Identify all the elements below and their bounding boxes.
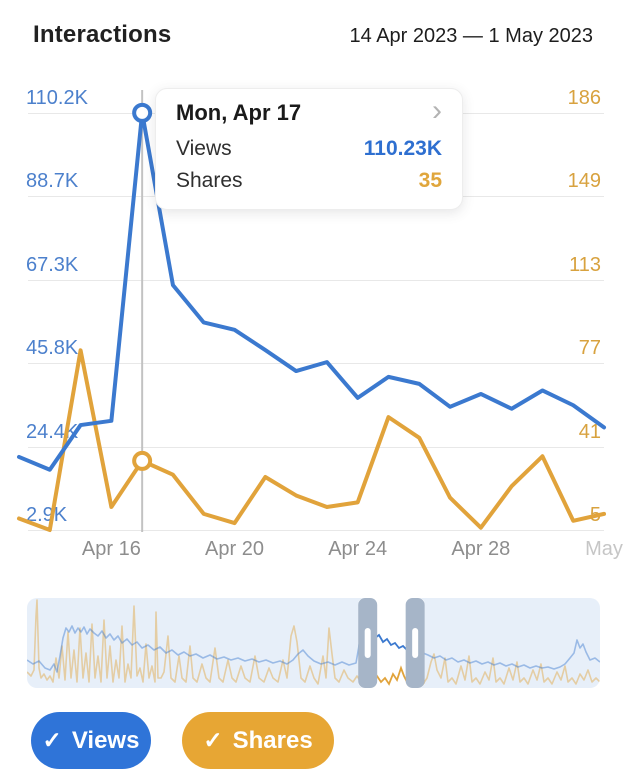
tooltip-shares-value: 35 [418, 169, 442, 192]
right-axis-label: 186 [567, 87, 601, 109]
shares-marker [132, 450, 153, 471]
right-axis-label: 77 [578, 337, 601, 360]
x-axis-label: Apr 16 [81, 538, 141, 560]
left-axis-label: 45.8K [26, 337, 79, 360]
right-axis-label: 41 [578, 420, 601, 443]
gridline [28, 530, 604, 531]
x-axis-label: Apr 28 [451, 538, 511, 560]
views-marker [132, 102, 153, 123]
tooltip-shares-row: Shares 35 [176, 165, 442, 197]
tooltip-views-row: Views 110.23K [176, 133, 442, 165]
left-axis-label: 67.3K [26, 253, 79, 276]
main-chart[interactable]: Mon, Apr 17 › Views 110.23K Shares 35 11… [0, 80, 623, 560]
left-axis-label: 110.2K [26, 87, 88, 109]
left-axis-label: 2.9K [26, 504, 68, 526]
handle-grip-slot [364, 628, 371, 658]
tooltip-shares-label: Shares [176, 169, 243, 192]
gridline [28, 446, 604, 448]
x-axis-label: Apr 24 [328, 538, 388, 560]
shares-toggle-button[interactable]: ✓ Shares [182, 712, 334, 769]
minimap-shares-line [27, 599, 600, 685]
date-range: 14 Apr 2023 — 1 May 2023 [349, 25, 594, 47]
minimap-plot [27, 598, 600, 688]
views-line[interactable] [17, 110, 607, 472]
views-toggle-label: Views [71, 726, 140, 754]
chart-plot [17, 90, 607, 532]
minimap-scrubber[interactable] [27, 598, 600, 688]
views-toggle-button[interactable]: ✓ Views [31, 712, 151, 769]
x-axis-label: May [585, 538, 623, 560]
tooltip-header[interactable]: Mon, Apr 17 › [176, 94, 442, 127]
left-axis-label: 88.7K [26, 170, 79, 193]
tooltip: Mon, Apr 17 › Views 110.23K Shares 35 [155, 88, 463, 210]
page-title: Interactions [33, 21, 172, 48]
minimap-shares-line-selected [358, 665, 425, 686]
right-axis-label: 149 [567, 170, 601, 193]
series-toggles: ✓ Views ✓ Shares [31, 712, 334, 769]
handle-grip-slot [412, 628, 419, 658]
shares-toggle-label: Shares [232, 726, 313, 754]
shares-line[interactable] [17, 348, 607, 532]
gridline [28, 279, 604, 281]
tooltip-date: Mon, Apr 17 [176, 100, 302, 125]
minimap-views-line [27, 625, 600, 673]
tooltip-views-label: Views [176, 137, 232, 160]
x-axis-label: Apr 20 [205, 538, 264, 560]
right-axis-label: 113 [569, 253, 601, 276]
check-icon: ✓ [203, 727, 223, 753]
tooltip-views-value: 110.23K [363, 137, 442, 160]
check-icon: ✓ [42, 727, 62, 753]
chevron-right-icon[interactable]: › [432, 94, 442, 127]
